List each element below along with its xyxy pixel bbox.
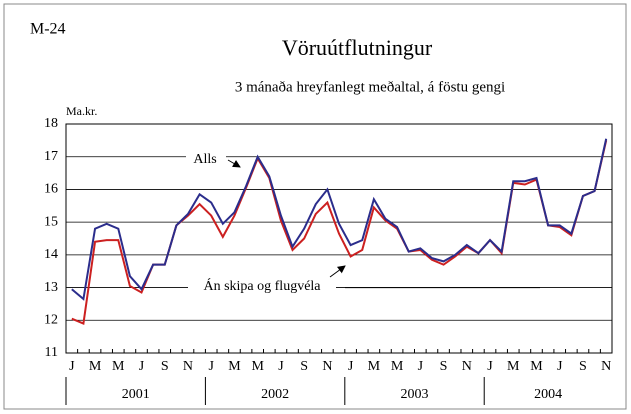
x-tick-label: J bbox=[348, 359, 354, 374]
x-tick-label: S bbox=[300, 359, 308, 374]
x-tick-label: J bbox=[418, 359, 424, 374]
x-tick-label: J bbox=[208, 359, 214, 374]
y-axis-label: Ma.kr. bbox=[66, 104, 97, 118]
x-tick-label: M bbox=[228, 359, 241, 374]
x-tick-label: M bbox=[251, 359, 264, 374]
x-tick-label: N bbox=[183, 359, 193, 374]
x-tick-label: J bbox=[278, 359, 284, 374]
chart-subtitle: 3 mánaða hreyfanlegt meðaltal, á föstu g… bbox=[235, 79, 505, 95]
x-tick-label: S bbox=[579, 359, 587, 374]
year-label: 2001 bbox=[122, 387, 150, 402]
year-label: 2002 bbox=[261, 387, 289, 402]
chart-title: Vöruútflutningur bbox=[282, 35, 433, 60]
year-label: 2004 bbox=[534, 387, 562, 402]
annotation-arrow bbox=[329, 265, 346, 278]
year-label: 2003 bbox=[401, 387, 429, 402]
y-tick-label: 14 bbox=[44, 247, 58, 262]
series-line bbox=[71, 138, 608, 301]
x-tick-label: N bbox=[322, 359, 332, 374]
y-tick-label: 13 bbox=[44, 280, 58, 295]
y-tick-label: 15 bbox=[44, 214, 58, 229]
x-tick-label: M bbox=[391, 359, 404, 374]
frame bbox=[3, 3, 627, 410]
y-tick-label: 16 bbox=[44, 182, 58, 197]
x-tick-label: N bbox=[462, 359, 472, 374]
series-annotation: Án skipa og flugvéla bbox=[203, 277, 321, 294]
x-tick-label: J bbox=[139, 359, 145, 374]
x-tick-label: N bbox=[601, 359, 611, 374]
x-tick-label: S bbox=[161, 359, 169, 374]
x-tick-label: M bbox=[530, 359, 543, 374]
x-tick-label: M bbox=[89, 359, 102, 374]
x-tick-label: S bbox=[440, 359, 448, 374]
plot-area bbox=[65, 123, 613, 354]
x-tick-label: M bbox=[112, 359, 125, 374]
figure-id: M-24 bbox=[30, 21, 66, 38]
x-tick-label: J bbox=[557, 359, 563, 374]
x-tick-label: J bbox=[69, 359, 75, 374]
series-line bbox=[71, 140, 608, 325]
series-annotation: Alls bbox=[193, 152, 216, 167]
annotation-arrow bbox=[227, 159, 241, 168]
x-tick-label: M bbox=[507, 359, 520, 374]
y-tick-label: 17 bbox=[44, 149, 58, 164]
y-tick-label: 12 bbox=[44, 313, 58, 328]
x-tick-label: J bbox=[487, 359, 493, 374]
annotation-bg bbox=[186, 150, 226, 170]
x-tick-label: M bbox=[368, 359, 381, 374]
annotation-bg bbox=[188, 277, 336, 297]
y-tick-label: 11 bbox=[45, 345, 58, 360]
y-tick-label: 18 bbox=[44, 116, 58, 131]
